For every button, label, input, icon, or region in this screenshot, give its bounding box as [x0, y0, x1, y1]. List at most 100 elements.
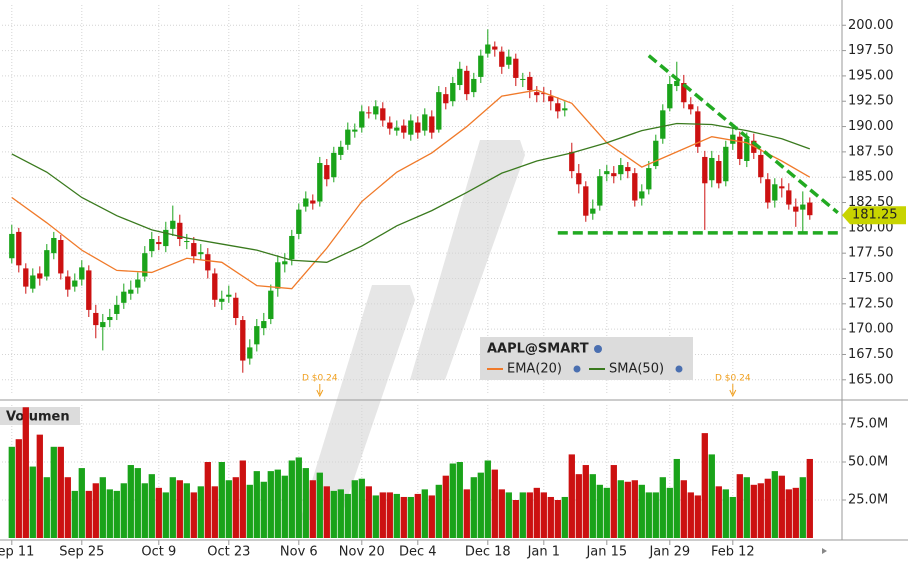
candle-body [296, 209, 302, 234]
volume-bar [764, 478, 771, 538]
volume-bar [50, 446, 57, 538]
volume-bar [456, 462, 463, 538]
candle-body [240, 320, 246, 361]
candle-body [625, 167, 631, 172]
volume-bar [575, 474, 582, 538]
candle-body [730, 134, 736, 144]
volume-bar [197, 486, 204, 538]
volume-bar [204, 462, 211, 538]
candle-body [303, 198, 309, 207]
volume-bar [533, 487, 540, 538]
volume-bar [743, 477, 750, 538]
candle-body [275, 262, 281, 289]
x-tick-label: Sep 25 [59, 545, 104, 560]
candle-body [289, 235, 295, 260]
candle-body [527, 76, 533, 91]
y-tick-label: 185.00 [848, 170, 894, 185]
candle-body [758, 154, 764, 178]
volume-bar [421, 489, 428, 538]
y-tick-label: 165.00 [848, 372, 894, 387]
candle-body [373, 106, 379, 115]
candle-body [233, 297, 239, 319]
candle-body [779, 186, 785, 189]
volume-bar [337, 489, 344, 538]
legend-icon [594, 345, 602, 353]
scroll-arrow[interactable] [822, 548, 827, 554]
candle-body [114, 304, 120, 314]
indicator-line [11, 122, 811, 263]
x-tick-label: Oct 9 [141, 545, 176, 560]
volume-bar [323, 486, 330, 538]
volume-bar [232, 477, 239, 538]
candle-body [247, 347, 253, 359]
volume-bar [372, 495, 379, 538]
volume-bar [183, 483, 190, 538]
dividend-arrow [729, 384, 737, 398]
volume-bar [442, 475, 449, 538]
candle-body [16, 231, 22, 266]
volume-bar [400, 496, 407, 538]
volume-bar [631, 480, 638, 538]
volume-bar [218, 462, 225, 538]
candle-body [212, 273, 218, 300]
volume-bar [701, 433, 708, 538]
y-tick-label: 187.50 [848, 144, 894, 159]
candle-body [184, 241, 190, 243]
candle-body [401, 125, 407, 133]
y-tick-label: 177.50 [848, 246, 894, 261]
watermark [410, 140, 525, 380]
volume-bar [477, 472, 484, 538]
candle-body [121, 291, 127, 303]
candle-body [408, 120, 414, 135]
volume-bar [8, 446, 15, 538]
x-tick-label: Nov 6 [280, 545, 318, 560]
volume-bar [582, 465, 589, 538]
candle-body [51, 237, 57, 254]
candle-body [464, 70, 470, 95]
volume-bar [365, 486, 372, 538]
volume-bar [519, 492, 526, 538]
y-tick-label: 170.00 [848, 322, 894, 337]
candle-body [513, 58, 519, 78]
candle-body [422, 114, 428, 131]
y-tick-label: 197.50 [848, 43, 894, 58]
volume-bar [778, 475, 785, 538]
candle-body [639, 191, 645, 199]
legend-title: AAPL@SMART [487, 342, 589, 357]
legend-icon [573, 365, 581, 373]
trendline [647, 54, 839, 215]
volume-bar [806, 458, 813, 538]
volume-bar [120, 483, 127, 538]
candle-body [450, 83, 456, 102]
volume-bar [498, 489, 505, 538]
candle-body [261, 321, 267, 329]
candle-body [9, 233, 15, 259]
candle-body [37, 273, 43, 279]
candle-body [786, 190, 792, 205]
candle-body [702, 156, 708, 184]
x-tick-label: Oct 23 [207, 545, 250, 560]
candle-body [93, 312, 99, 326]
volume-bar [750, 484, 757, 538]
candle-body [107, 317, 113, 321]
volume-bar [512, 500, 519, 538]
volume-label: Volumen [6, 410, 70, 425]
volume-bar [57, 446, 64, 538]
volume-bar [589, 474, 596, 538]
candle-body [597, 176, 603, 206]
candle-body [226, 294, 232, 297]
volume-bar [547, 496, 554, 538]
candle-body [695, 111, 701, 147]
y-tick-label: 190.00 [848, 119, 894, 134]
candle-body [744, 138, 750, 161]
candle-body [541, 93, 547, 95]
volume-bar [85, 490, 92, 538]
x-tick-label: Dec 18 [465, 545, 511, 560]
x-tick-label: Nov 20 [339, 545, 385, 560]
candle-body [415, 122, 421, 133]
candle-body [219, 298, 225, 302]
volume-bar [715, 486, 722, 538]
y-tick-label: 175.00 [848, 271, 894, 286]
volume-bar [22, 407, 29, 538]
volume-bar [281, 475, 288, 538]
